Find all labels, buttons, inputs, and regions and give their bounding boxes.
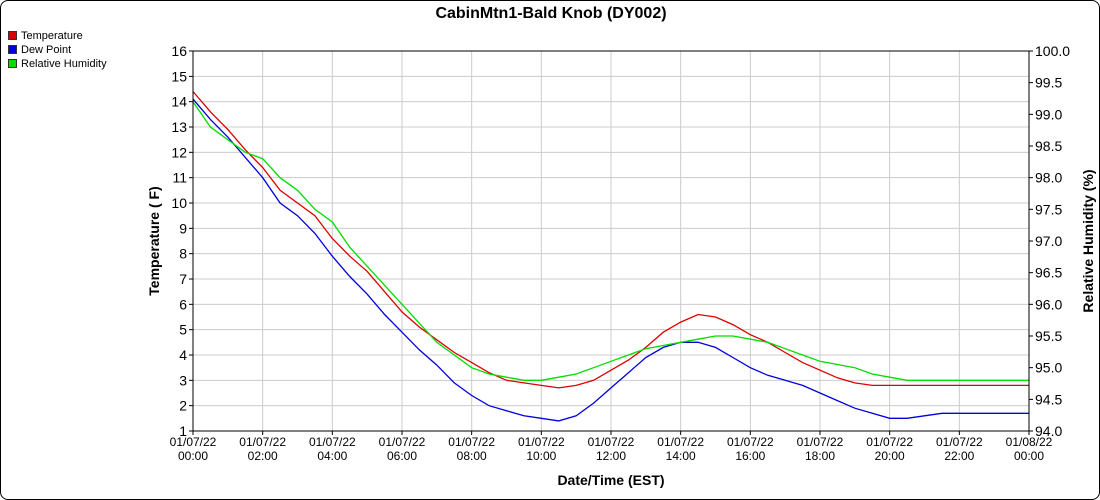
- x-tick-date: 01/07/22: [657, 435, 704, 449]
- x-tick-time: 12:00: [596, 449, 626, 463]
- x-tick-label: 01/07/22 00:00: [170, 435, 217, 463]
- x-tick-label: 01/07/22 18:00: [797, 435, 844, 463]
- x-axis-title: Date/Time (EST): [557, 472, 664, 488]
- x-tick-date: 01/07/22: [309, 435, 356, 449]
- legend-item-temperature: Temperature: [8, 29, 107, 43]
- legend-label-dew-point: Dew Point: [21, 44, 72, 56]
- x-tick-time: 08:00: [457, 449, 487, 463]
- y2-tick-label: 98.5: [1035, 138, 1062, 154]
- legend-swatch-relative-humidity: [8, 58, 17, 68]
- y2-tick-label: 96.5: [1035, 265, 1062, 281]
- x-tick-time: 16:00: [735, 449, 765, 463]
- series-line-dew-point: [192, 98, 1029, 422]
- chart-title: CabinMtn1-Bald Knob (DY002): [435, 5, 667, 22]
- y-tick-label: 13: [171, 119, 187, 135]
- x-tick-label: 01/07/22 20:00: [866, 435, 913, 463]
- y2-tick-label: 94.0: [1035, 423, 1062, 439]
- y2-tick-label: 98.0: [1035, 170, 1062, 186]
- y-tick-label: 11: [172, 170, 187, 186]
- x-tick-date: 01/07/22: [588, 435, 635, 449]
- x-tick-label: 01/07/22 04:00: [309, 435, 356, 463]
- y-tick-label: 7: [179, 271, 187, 287]
- grid-lines: [192, 50, 1030, 432]
- x-tick-time: 14:00: [666, 449, 696, 463]
- y-tick-label: 6: [179, 296, 187, 312]
- x-tick-label: 01/07/22 14:00: [657, 435, 704, 463]
- x-tick-date: 01/07/22: [727, 435, 774, 449]
- x-tick-time: 00:00: [1014, 449, 1044, 463]
- y-tick-label: 10: [171, 195, 187, 211]
- series-line-relative-humidity: [192, 101, 1029, 381]
- legend-swatch-temperature: [8, 30, 17, 40]
- x-tick-label: 01/07/22 16:00: [727, 435, 774, 463]
- x-tick-date: 01/07/22: [379, 435, 426, 449]
- y2-tick-label: 97.5: [1035, 201, 1062, 217]
- legend-item-relative-humidity: Relative Humidity: [8, 57, 107, 71]
- legend-item-dew-point: Dew Point: [8, 43, 107, 57]
- y2-tick-label: 95.0: [1035, 360, 1062, 376]
- y2-tick-label: 100.0: [1035, 43, 1070, 59]
- legend-label-temperature: Temperature: [21, 30, 83, 42]
- y-axis-right-ticks: 94.0 94.5 95.0 95.5 96.0 96.5 97.0 97.5 98.0 98.5…: [1029, 43, 1070, 439]
- x-tick-time: 02:00: [248, 449, 278, 463]
- x-tick-date: 01/07/22: [518, 435, 565, 449]
- y-tick-label: 2: [179, 398, 187, 414]
- y2-tick-label: 97.0: [1035, 233, 1062, 249]
- legend: Temperature Dew Point Relative Humidity: [8, 29, 107, 71]
- x-tick-date: 01/07/22: [866, 435, 913, 449]
- x-tick-date: 01/07/22: [448, 435, 495, 449]
- y2-tick-label: 96.0: [1035, 296, 1062, 312]
- x-tick-date: 01/08/22: [1006, 435, 1053, 449]
- y-tick-label: 12: [171, 144, 187, 160]
- y-tick-label: 1: [179, 423, 187, 439]
- series-line-temperature: [192, 91, 1029, 389]
- x-tick-time: 00:00: [178, 449, 208, 463]
- y2-tick-label: 95.5: [1035, 328, 1062, 344]
- y-tick-label: 5: [179, 322, 187, 338]
- y-tick-label: 14: [171, 94, 187, 110]
- x-tick-time: 10:00: [526, 449, 556, 463]
- y-axis-left-title: Temperature ( F): [146, 186, 162, 295]
- legend-swatch-dew-point: [8, 44, 17, 54]
- x-tick-time: 22:00: [944, 449, 974, 463]
- x-tick-date: 01/07/22: [797, 435, 844, 449]
- y-axis-right-title: Relative Humidity (%): [1080, 169, 1096, 312]
- y-tick-label: 8: [179, 246, 187, 262]
- x-tick-time: 18:00: [805, 449, 835, 463]
- x-tick-label: 01/07/22 22:00: [936, 435, 983, 463]
- y2-tick-label: 99.0: [1035, 106, 1062, 122]
- legend-label-relative-humidity: Relative Humidity: [21, 58, 107, 70]
- x-tick-date: 01/07/22: [936, 435, 983, 449]
- x-tick-date: 01/07/22: [170, 435, 217, 449]
- x-tick-date: 01/07/22: [239, 435, 286, 449]
- x-tick-label: 01/08/22 00:00: [1006, 435, 1053, 463]
- x-tick-time: 04:00: [317, 449, 347, 463]
- y-tick-label: 9: [179, 220, 187, 236]
- y2-tick-label: 94.5: [1035, 391, 1062, 407]
- x-tick-label: 01/07/22 06:00: [379, 435, 426, 463]
- x-tick-label: 01/07/22 02:00: [239, 435, 286, 463]
- x-tick-time: 06:00: [387, 449, 417, 463]
- x-tick-time: 20:00: [875, 449, 905, 463]
- y2-tick-label: 99.5: [1035, 75, 1062, 91]
- series-lines: [192, 91, 1029, 422]
- x-tick-label: 01/07/22 08:00: [448, 435, 495, 463]
- y-tick-label: 16: [171, 43, 187, 59]
- x-tick-label: 01/07/22 12:00: [588, 435, 635, 463]
- y-tick-label: 15: [171, 68, 187, 84]
- y-tick-label: 3: [179, 372, 187, 388]
- x-tick-label: 01/07/22 10:00: [518, 435, 565, 463]
- y-tick-label: 4: [179, 347, 187, 363]
